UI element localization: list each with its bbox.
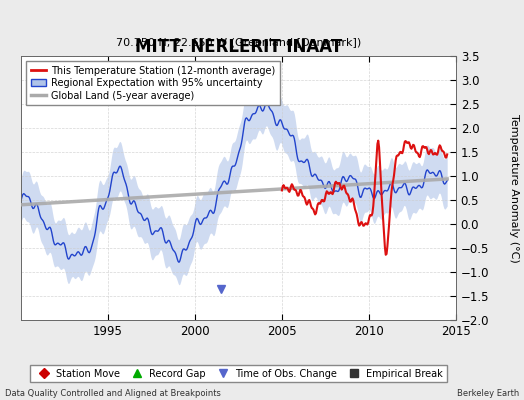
Text: 70.750 N, 22.650 W (Greenland [Denmark]): 70.750 N, 22.650 W (Greenland [Denmark]) — [116, 37, 361, 47]
Text: Data Quality Controlled and Aligned at Breakpoints: Data Quality Controlled and Aligned at B… — [5, 389, 221, 398]
Text: Berkeley Earth: Berkeley Earth — [456, 389, 519, 398]
Y-axis label: Temperature Anomaly (°C): Temperature Anomaly (°C) — [509, 114, 519, 262]
Legend: Station Move, Record Gap, Time of Obs. Change, Empirical Break: Station Move, Record Gap, Time of Obs. C… — [30, 365, 447, 382]
Title: MITT. NERLERIT INAAT: MITT. NERLERIT INAAT — [135, 38, 342, 56]
